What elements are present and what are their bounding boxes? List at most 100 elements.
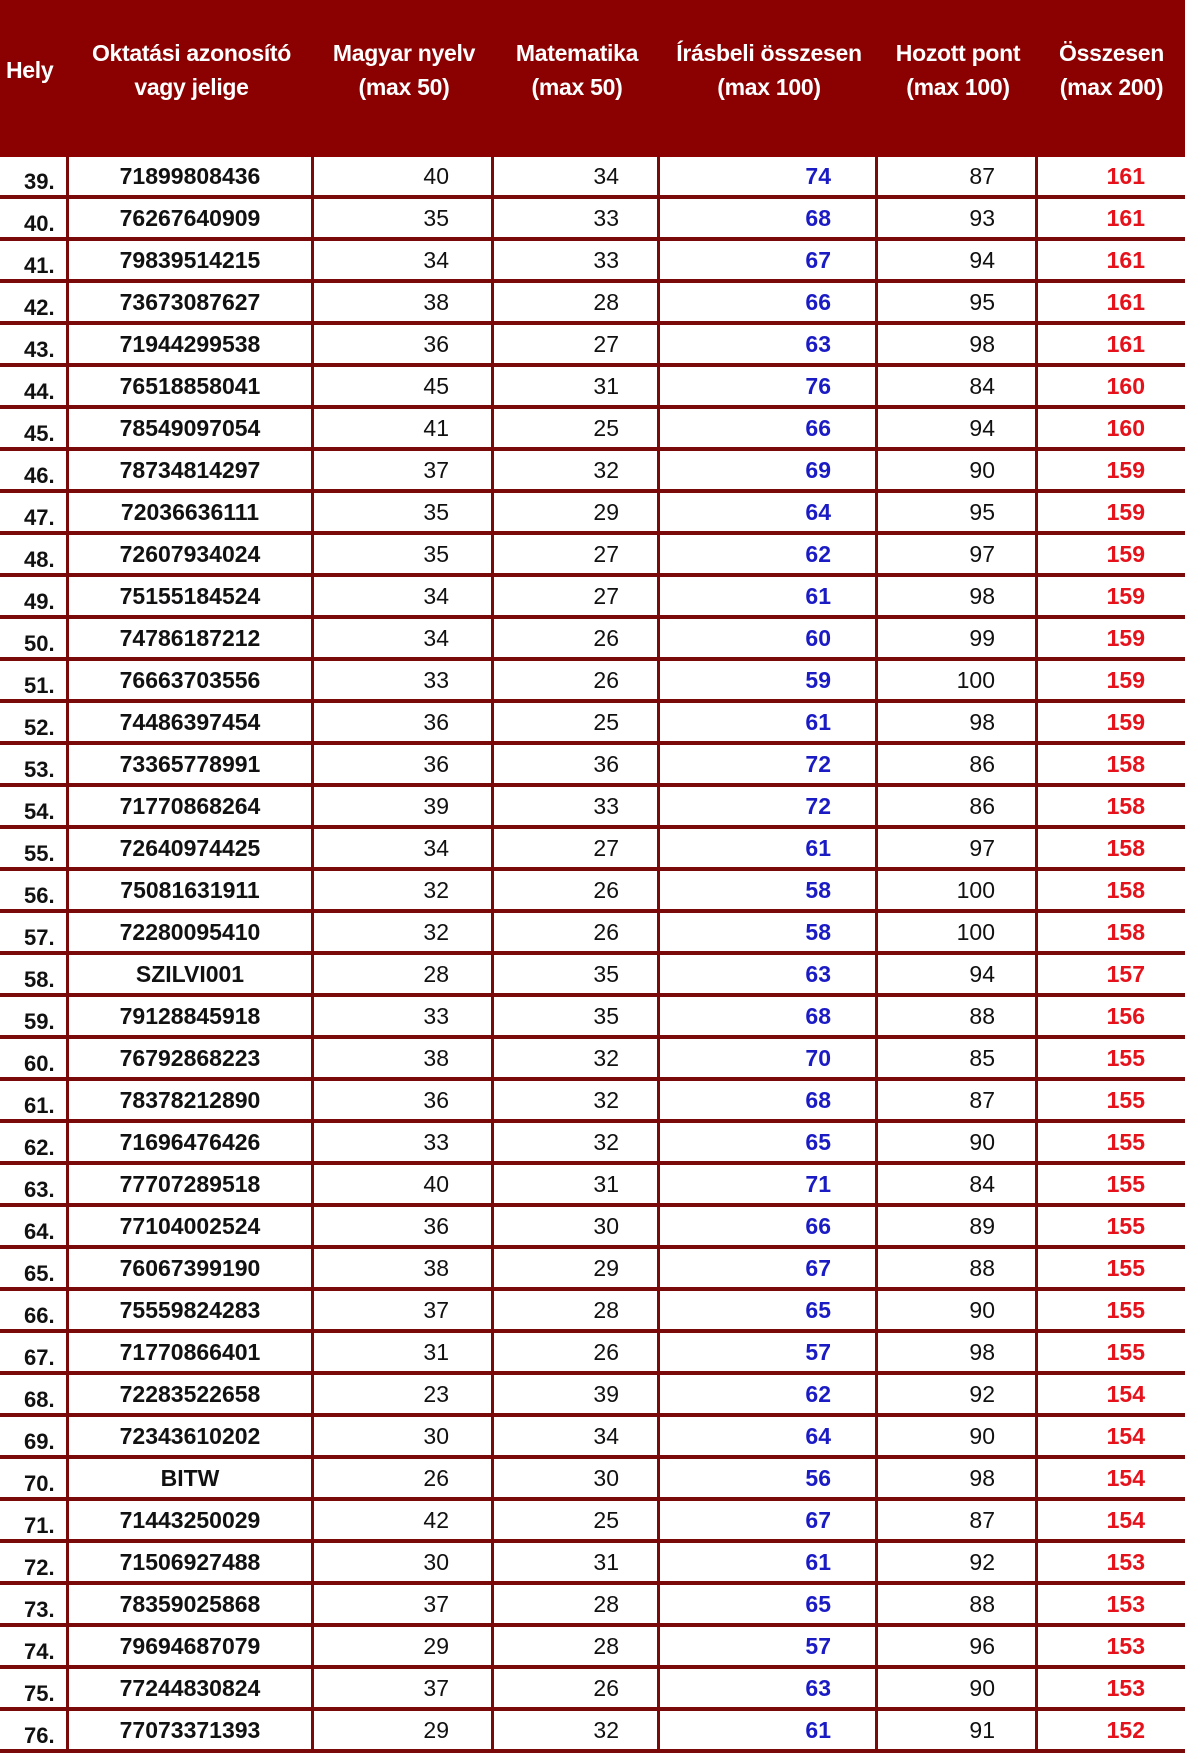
hungarian-cell: 34 bbox=[314, 241, 494, 279]
grand-total-cell: 155 bbox=[1106, 1254, 1145, 1281]
math-cell: 34 bbox=[494, 157, 660, 195]
id-cell: SZILVI001 bbox=[69, 955, 314, 993]
brought-points-cell: 94 bbox=[878, 955, 1038, 993]
hungarian-cell: 35 bbox=[314, 199, 494, 237]
brought-points-cell: 88 bbox=[878, 1249, 1038, 1287]
brought-points-cell: 94 bbox=[878, 241, 1038, 279]
table-row: 62. 71696476426 33 32 65 90 155 bbox=[0, 1123, 1185, 1165]
math-cell: 30 bbox=[494, 1207, 660, 1245]
written-total-cell: 67 bbox=[660, 241, 878, 279]
grand-total-cell: 159 bbox=[1106, 708, 1145, 735]
brought-points-cell: 95 bbox=[878, 283, 1038, 321]
rank-cell: 48. bbox=[0, 535, 69, 573]
written-total-cell: 61 bbox=[660, 1711, 878, 1749]
table-row: 48. 72607934024 35 27 62 97 159 bbox=[0, 535, 1185, 577]
id-cell: 77244830824 bbox=[69, 1669, 314, 1707]
written-total-cell: 60 bbox=[660, 619, 878, 657]
written-total-cell: 57 bbox=[660, 1333, 878, 1371]
rank-cell: 42. bbox=[0, 283, 69, 321]
grand-total-cell: 158 bbox=[1106, 876, 1145, 903]
math-cell: 28 bbox=[494, 1585, 660, 1623]
grand-total-cell: 159 bbox=[1106, 666, 1145, 693]
hungarian-cell: 33 bbox=[314, 997, 494, 1035]
header-math: Matematika (max 50) bbox=[515, 39, 639, 100]
id-cell: 78359025868 bbox=[69, 1585, 314, 1623]
hungarian-cell: 36 bbox=[314, 325, 494, 363]
rank-cell: 66. bbox=[0, 1291, 69, 1329]
table-row: 63. 77707289518 40 31 71 84 155 bbox=[0, 1165, 1185, 1207]
id-cell: BITW bbox=[69, 1459, 314, 1497]
math-cell: 26 bbox=[494, 619, 660, 657]
id-cell: 71899808436 bbox=[69, 157, 314, 195]
brought-points-cell: 89 bbox=[878, 1207, 1038, 1245]
id-cell: 76067399190 bbox=[69, 1249, 314, 1287]
written-total-cell: 62 bbox=[660, 535, 878, 573]
rank-cell: 74. bbox=[0, 1627, 69, 1665]
id-cell: 72343610202 bbox=[69, 1417, 314, 1455]
id-cell: 77104002524 bbox=[69, 1207, 314, 1245]
id-cell: 76518858041 bbox=[69, 367, 314, 405]
rank-cell: 69. bbox=[0, 1417, 69, 1455]
hungarian-cell: 38 bbox=[314, 1249, 494, 1287]
id-cell: 75155184524 bbox=[69, 577, 314, 615]
brought-points-cell: 98 bbox=[878, 703, 1038, 741]
rank-cell: 51. bbox=[0, 661, 69, 699]
id-cell: 78734814297 bbox=[69, 451, 314, 489]
brought-points-cell: 90 bbox=[878, 1123, 1038, 1161]
math-cell: 30 bbox=[494, 1459, 660, 1497]
written-total-cell: 61 bbox=[660, 829, 878, 867]
table-row: 66. 75559824283 37 28 65 90 155 bbox=[0, 1291, 1185, 1333]
grand-total-cell: 158 bbox=[1106, 750, 1145, 777]
brought-points-cell: 86 bbox=[878, 787, 1038, 825]
math-cell: 25 bbox=[494, 409, 660, 447]
hungarian-cell: 37 bbox=[314, 1291, 494, 1329]
id-cell: 77073371393 bbox=[69, 1711, 314, 1749]
math-cell: 35 bbox=[494, 997, 660, 1035]
written-total-cell: 57 bbox=[660, 1627, 878, 1665]
math-cell: 32 bbox=[494, 1123, 660, 1161]
grand-total-cell: 161 bbox=[1106, 162, 1145, 189]
table-header: Hely Oktatási azonosító vagy jelige Magy… bbox=[0, 0, 1185, 157]
grand-total-cell: 159 bbox=[1106, 456, 1145, 483]
math-cell: 33 bbox=[494, 241, 660, 279]
rank-cell: 59. bbox=[0, 997, 69, 1035]
math-cell: 26 bbox=[494, 1333, 660, 1371]
hungarian-cell: 36 bbox=[314, 1081, 494, 1119]
brought-points-cell: 92 bbox=[878, 1375, 1038, 1413]
written-total-cell: 65 bbox=[660, 1123, 878, 1161]
written-total-cell: 65 bbox=[660, 1291, 878, 1329]
hungarian-cell: 45 bbox=[314, 367, 494, 405]
hungarian-cell: 35 bbox=[314, 535, 494, 573]
brought-points-cell: 97 bbox=[878, 535, 1038, 573]
table-row: 53. 73365778991 36 36 72 86 158 bbox=[0, 745, 1185, 787]
written-total-cell: 68 bbox=[660, 1081, 878, 1119]
grand-total-cell: 155 bbox=[1106, 1212, 1145, 1239]
math-cell: 25 bbox=[494, 703, 660, 741]
id-cell: 76663703556 bbox=[69, 661, 314, 699]
rank-cell: 67. bbox=[0, 1333, 69, 1371]
header-rank: Hely bbox=[6, 56, 54, 83]
grand-total-cell: 161 bbox=[1106, 288, 1145, 315]
rank-cell: 68. bbox=[0, 1375, 69, 1413]
rank-cell: 47. bbox=[0, 493, 69, 531]
brought-points-cell: 87 bbox=[878, 1081, 1038, 1119]
written-total-cell: 76 bbox=[660, 367, 878, 405]
brought-points-cell: 87 bbox=[878, 157, 1038, 195]
id-cell: 79839514215 bbox=[69, 241, 314, 279]
table-row: 44. 76518858041 45 31 76 84 160 bbox=[0, 367, 1185, 409]
written-total-cell: 72 bbox=[660, 745, 878, 783]
table-row: 75. 77244830824 37 26 63 90 153 bbox=[0, 1669, 1185, 1711]
math-cell: 32 bbox=[494, 1039, 660, 1077]
grand-total-cell: 158 bbox=[1106, 792, 1145, 819]
grand-total-cell: 154 bbox=[1106, 1506, 1145, 1533]
grand-total-cell: 160 bbox=[1106, 372, 1145, 399]
hungarian-cell: 37 bbox=[314, 1669, 494, 1707]
written-total-cell: 61 bbox=[660, 1543, 878, 1581]
written-total-cell: 64 bbox=[660, 493, 878, 531]
rank-cell: 52. bbox=[0, 703, 69, 741]
id-cell: 74786187212 bbox=[69, 619, 314, 657]
math-cell: 32 bbox=[494, 1081, 660, 1119]
written-total-cell: 61 bbox=[660, 703, 878, 741]
table-row: 45. 78549097054 41 25 66 94 160 bbox=[0, 409, 1185, 451]
written-total-cell: 65 bbox=[660, 1585, 878, 1623]
